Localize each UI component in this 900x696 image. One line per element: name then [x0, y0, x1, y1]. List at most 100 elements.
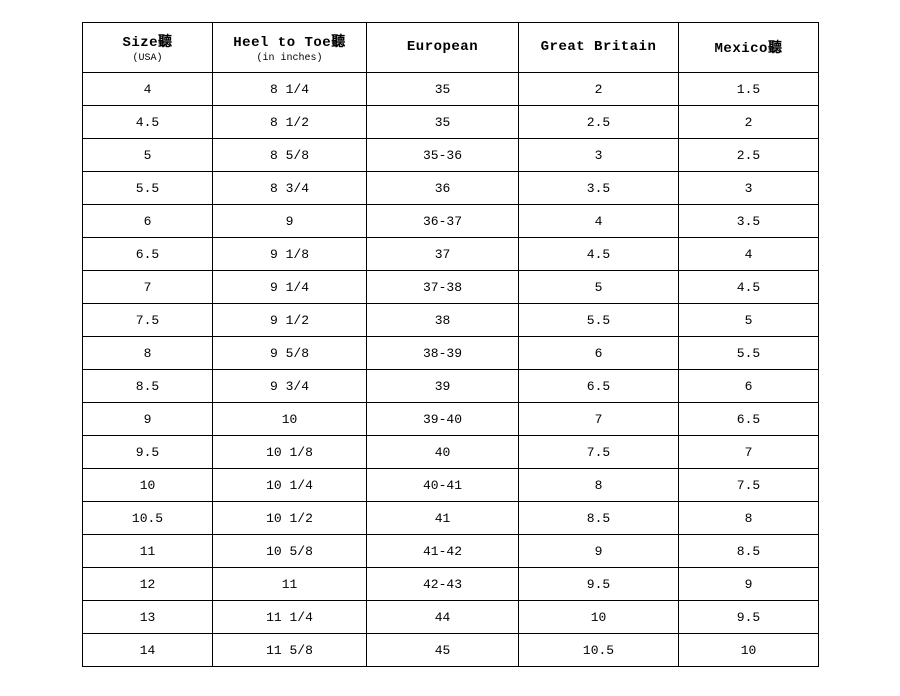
table-header-row: Size聽 (USA) Heel to Toe聽 (in inches) Eur…	[83, 23, 819, 73]
table-cell: 10.5	[519, 634, 679, 667]
table-cell: 7	[519, 403, 679, 436]
table-row: 7.59 1/2385.55	[83, 304, 819, 337]
table-cell: 13	[83, 601, 213, 634]
table-cell: 10	[213, 403, 367, 436]
table-cell: 40	[367, 436, 519, 469]
col-header-subtitle: (USA)	[83, 53, 212, 64]
table-cell: 37-38	[367, 271, 519, 304]
table-cell: 4.5	[83, 106, 213, 139]
table-cell: 35	[367, 106, 519, 139]
table-cell: 41	[367, 502, 519, 535]
table-cell: 40-41	[367, 469, 519, 502]
table-row: 5.58 3/4363.53	[83, 172, 819, 205]
size-conversion-table: Size聽 (USA) Heel to Toe聽 (in inches) Eur…	[82, 22, 819, 667]
col-header-title: Size聽	[83, 31, 212, 51]
col-header-heel-to-toe: Heel to Toe聽 (in inches)	[213, 23, 367, 73]
table-cell: 7	[679, 436, 819, 469]
table-cell: 1.5	[679, 73, 819, 106]
table-cell: 5	[519, 271, 679, 304]
col-header-title: Mexico聽	[679, 37, 818, 57]
table-row: 6936-3743.5	[83, 205, 819, 238]
table-cell: 5	[679, 304, 819, 337]
table-cell: 10 1/8	[213, 436, 367, 469]
table-cell: 9 1/8	[213, 238, 367, 271]
table-cell: 4.5	[519, 238, 679, 271]
table-cell: 10 1/2	[213, 502, 367, 535]
table-cell: 11	[213, 568, 367, 601]
table-cell: 9.5	[83, 436, 213, 469]
table-cell: 9 1/4	[213, 271, 367, 304]
table-cell: 11	[83, 535, 213, 568]
table-cell: 8 1/4	[213, 73, 367, 106]
table-row: 1010 1/440-4187.5	[83, 469, 819, 502]
table-row: 6.59 1/8374.54	[83, 238, 819, 271]
table-cell: 10 1/4	[213, 469, 367, 502]
table-cell: 37	[367, 238, 519, 271]
table-cell: 6.5	[679, 403, 819, 436]
table-cell: 3.5	[519, 172, 679, 205]
table-cell: 8 3/4	[213, 172, 367, 205]
table-row: 1110 5/841-4298.5	[83, 535, 819, 568]
table-row: 9.510 1/8407.57	[83, 436, 819, 469]
table-cell: 4.5	[679, 271, 819, 304]
table-cell: 10.5	[83, 502, 213, 535]
table-cell: 38	[367, 304, 519, 337]
table-row: 79 1/437-3854.5	[83, 271, 819, 304]
table-cell: 2.5	[519, 106, 679, 139]
table-cell: 9.5	[519, 568, 679, 601]
table-cell: 6	[519, 337, 679, 370]
table-cell: 35-36	[367, 139, 519, 172]
table-row: 1311 1/444109.5	[83, 601, 819, 634]
table-cell: 11 1/4	[213, 601, 367, 634]
table-row: 10.510 1/2418.58	[83, 502, 819, 535]
table-cell: 7.5	[679, 469, 819, 502]
table-cell: 11 5/8	[213, 634, 367, 667]
table-cell: 9 5/8	[213, 337, 367, 370]
table-cell: 8	[83, 337, 213, 370]
table-row: 58 5/835-3632.5	[83, 139, 819, 172]
table-cell: 8	[679, 502, 819, 535]
table-cell: 3	[519, 139, 679, 172]
table-cell: 9 1/2	[213, 304, 367, 337]
table-cell: 7	[83, 271, 213, 304]
table-cell: 39-40	[367, 403, 519, 436]
table-cell: 10	[83, 469, 213, 502]
table-row: 4.58 1/2352.52	[83, 106, 819, 139]
col-header-size: Size聽 (USA)	[83, 23, 213, 73]
table-cell: 7.5	[519, 436, 679, 469]
table-cell: 8.5	[519, 502, 679, 535]
col-header-title: Great Britain	[519, 39, 678, 55]
table-cell: 9	[213, 205, 367, 238]
table-cell: 10 5/8	[213, 535, 367, 568]
col-header-european: European	[367, 23, 519, 73]
table-cell: 9	[519, 535, 679, 568]
table-cell: 5.5	[83, 172, 213, 205]
table-cell: 3	[679, 172, 819, 205]
table-cell: 6.5	[83, 238, 213, 271]
table-row: 48 1/43521.5	[83, 73, 819, 106]
table-cell: 6	[679, 370, 819, 403]
table-cell: 5.5	[519, 304, 679, 337]
table-row: 121142-439.59	[83, 568, 819, 601]
table-row: 8.59 3/4396.56	[83, 370, 819, 403]
table-cell: 14	[83, 634, 213, 667]
table-cell: 8.5	[679, 535, 819, 568]
table-cell: 9	[679, 568, 819, 601]
table-row: 91039-4076.5	[83, 403, 819, 436]
table-cell: 2.5	[679, 139, 819, 172]
table-cell: 3.5	[679, 205, 819, 238]
table-cell: 4	[83, 73, 213, 106]
table-cell: 5	[83, 139, 213, 172]
table-row: 1411 5/84510.510	[83, 634, 819, 667]
table-cell: 10	[519, 601, 679, 634]
table-cell: 36	[367, 172, 519, 205]
col-header-title: Heel to Toe聽	[213, 31, 366, 51]
table-row: 89 5/838-3965.5	[83, 337, 819, 370]
table-cell: 7.5	[83, 304, 213, 337]
table-cell: 39	[367, 370, 519, 403]
table-cell: 4	[679, 238, 819, 271]
table-cell: 9 3/4	[213, 370, 367, 403]
table-cell: 38-39	[367, 337, 519, 370]
table-cell: 2	[519, 73, 679, 106]
table-cell: 9	[83, 403, 213, 436]
